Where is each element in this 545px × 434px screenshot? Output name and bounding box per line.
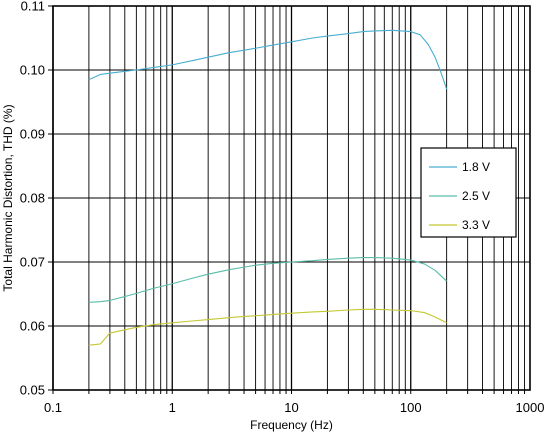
series-line-3p3-v: [88, 308, 447, 346]
y-tick-label: 0.08: [20, 191, 45, 206]
y-tick-label: 0.06: [20, 319, 45, 334]
x-tick-labels: 0.1 1 10 100 1000: [44, 400, 545, 415]
x-tick-label: 100: [400, 400, 422, 415]
y-tick-labels: 0.05 0.06 0.07 0.08 0.09 0.10 0.11: [20, 0, 45, 398]
y-axis-title: Total Harmonic Distortion, THD (%): [1, 104, 15, 291]
legend-label: 1.8 V: [462, 160, 490, 174]
x-tick-label: 10: [284, 400, 298, 415]
legend-label: 2.5 V: [462, 189, 490, 203]
x-tick-label: 1000: [516, 400, 545, 415]
y-tick-label: 0.11: [21, 0, 45, 14]
axis-ticks: [48, 5, 526, 394]
series-lines: [88, 29, 448, 346]
y-tick-label: 0.09: [20, 127, 45, 142]
legend-label: 3.3 V: [462, 218, 490, 232]
series-line-1p8-v: [88, 29, 448, 90]
legend: 1.8 V 2.5 V 3.3 V: [420, 147, 517, 238]
legend-box: [420, 147, 517, 238]
series-line-2p5-v: [88, 256, 448, 303]
y-tick-label: 0.10: [20, 63, 45, 78]
x-tick-label: 1: [169, 400, 176, 415]
y-tick-label: 0.05: [20, 383, 45, 398]
x-axis-title: Frequency (Hz): [250, 418, 333, 432]
y-tick-label: 0.07: [20, 255, 45, 270]
x-tick-label: 0.1: [44, 400, 62, 415]
grid-lines: [52, 5, 530, 391]
